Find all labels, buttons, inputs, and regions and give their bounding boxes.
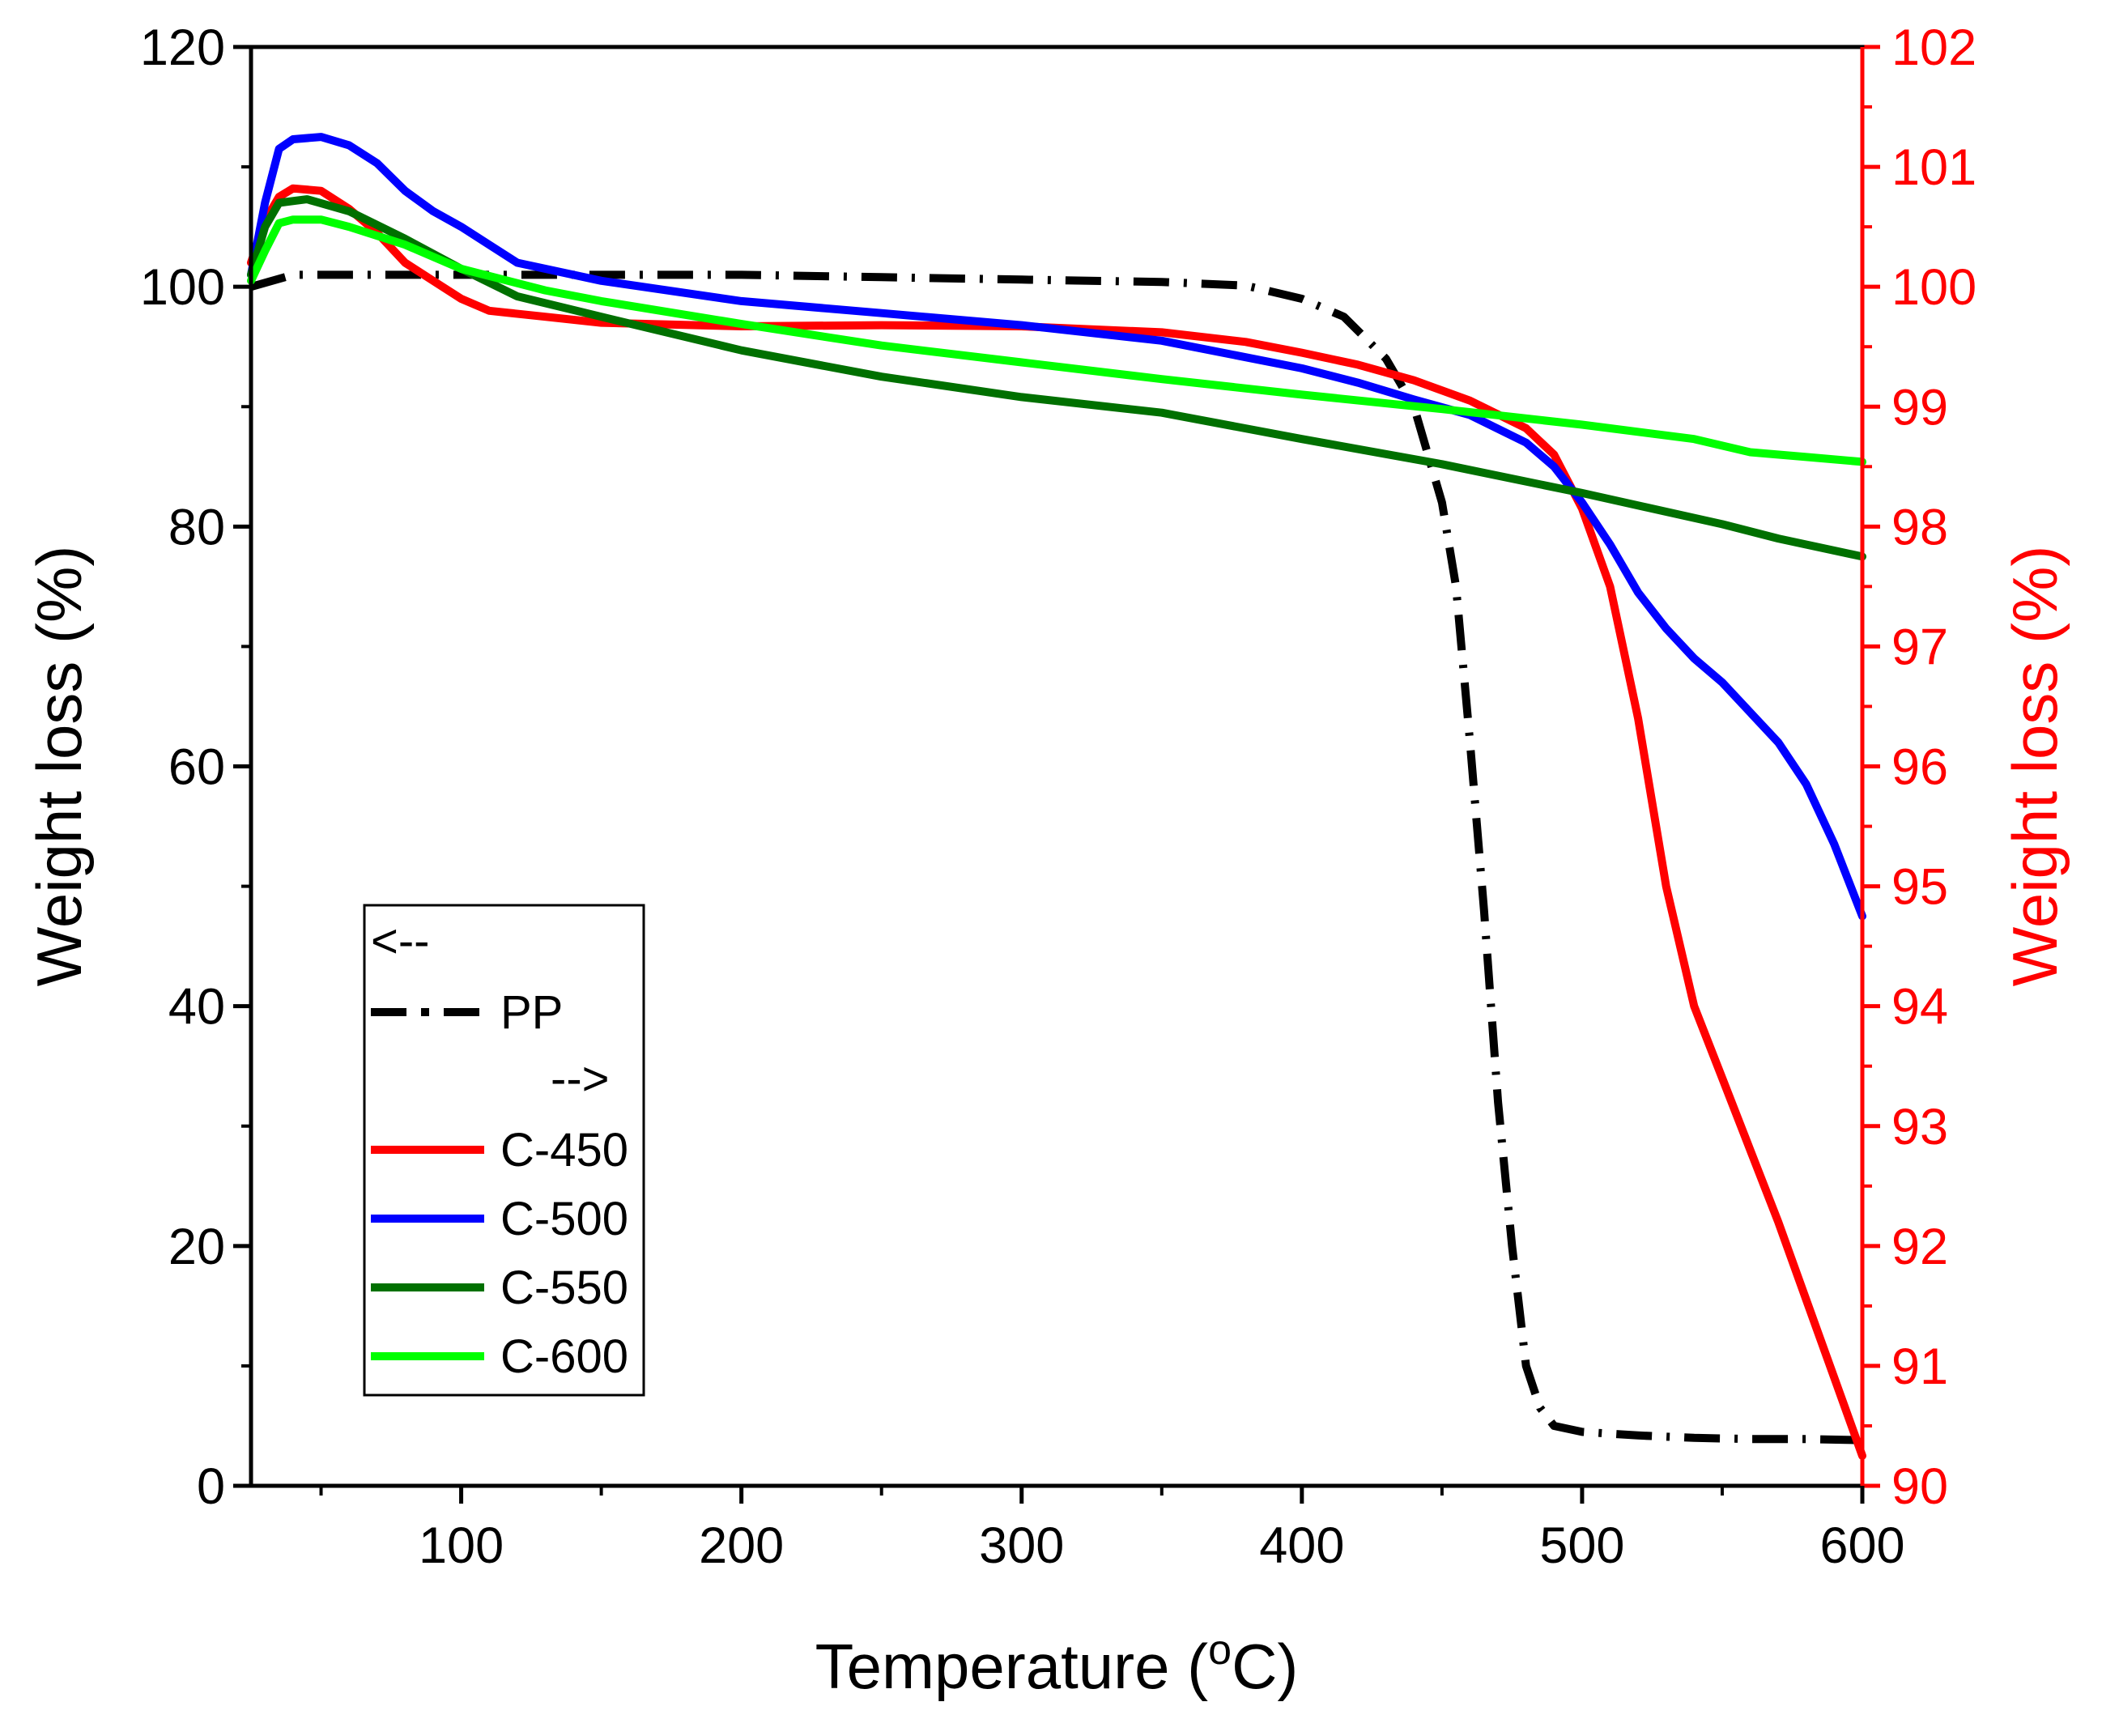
- y-left-tick-label: 40: [168, 979, 225, 1036]
- x-axis: 100 200 300 400 500 600: [319, 1486, 1905, 1574]
- legend-right-marker: -->: [551, 1053, 610, 1105]
- x-tick-label: 300: [979, 1517, 1064, 1574]
- y-right-tick-label: 90: [1891, 1458, 1948, 1515]
- y-right-tick-label: 101: [1891, 139, 1976, 196]
- y-right-tick-label: 93: [1891, 1099, 1948, 1155]
- right-axis: 90 91 92 93 94 95 96 97 98 99 100 101 102: [1862, 19, 1976, 1515]
- y-left-tick-label: 100: [140, 259, 225, 316]
- legend-label-c600: C-600: [500, 1330, 628, 1383]
- x-tick-label: 100: [419, 1517, 504, 1574]
- legend-label-pp: PP: [500, 986, 563, 1039]
- y-left-tick-label: 20: [168, 1219, 225, 1275]
- legend-label-c500: C-500: [500, 1193, 628, 1245]
- legend-label-c450: C-450: [500, 1124, 628, 1176]
- x-tick-label: 500: [1539, 1517, 1624, 1574]
- series-line-c-500: [247, 133, 1866, 921]
- y-right-tick-label: 98: [1891, 499, 1948, 555]
- y-right-tick-label: 97: [1891, 619, 1948, 675]
- y-right-tick-label: 99: [1891, 379, 1948, 436]
- y-left-tick-label: 80: [168, 499, 225, 555]
- legend: <-- PP --> C-450 C-500 C-550 C-600: [363, 904, 645, 1397]
- series-line-c-600: [247, 215, 1866, 466]
- y-right-tick-label: 94: [1891, 979, 1948, 1036]
- series-layer: [247, 133, 1866, 1460]
- x-axis-title-sup: o: [1208, 1627, 1232, 1674]
- y-right-tick-label: 102: [1891, 19, 1976, 76]
- left-axis: 0 20 40 60 80 100 120: [140, 19, 251, 1515]
- y-left-tick-label: 60: [168, 739, 225, 796]
- y-left-tick-label: 120: [140, 19, 225, 76]
- x-axis-title: Temperature (oC): [815, 1627, 1299, 1702]
- x-tick-label: 400: [1259, 1517, 1344, 1574]
- y-right-tick-label: 91: [1891, 1338, 1948, 1395]
- legend-left-marker: <--: [371, 915, 430, 968]
- series-line-c-550: [247, 195, 1866, 561]
- x-tick-label: 600: [1819, 1517, 1904, 1574]
- y-right-tick-label: 95: [1891, 859, 1948, 916]
- y-left-tick-label: 0: [197, 1458, 225, 1515]
- y-right-tick-label: 100: [1891, 259, 1976, 316]
- x-axis-title-main: Temperature (: [815, 1631, 1209, 1702]
- x-axis-title-end: C): [1232, 1631, 1298, 1702]
- y-right-tick-label: 92: [1891, 1219, 1948, 1275]
- legend-label-c550: C-550: [500, 1262, 628, 1314]
- y-left-axis-title: Weight loss (%): [23, 546, 95, 987]
- x-tick-label: 200: [699, 1517, 784, 1574]
- y-right-axis-title: Weight loss (%): [1999, 546, 2070, 987]
- y-right-tick-label: 96: [1891, 739, 1948, 796]
